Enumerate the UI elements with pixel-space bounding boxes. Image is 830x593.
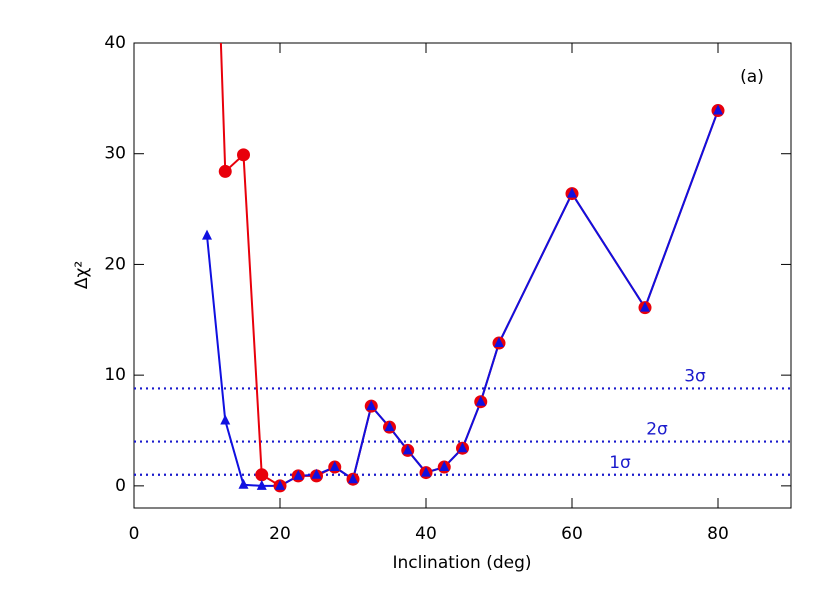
data-point bbox=[256, 479, 267, 490]
y-tick-label: 10 bbox=[104, 365, 126, 385]
data-point bbox=[640, 301, 650, 312]
y-tick-label: 30 bbox=[104, 144, 126, 164]
y-tick-label: 40 bbox=[104, 33, 126, 53]
data-point bbox=[220, 414, 231, 425]
y-axis-label: Δχ² bbox=[72, 261, 92, 289]
data-point bbox=[237, 148, 250, 162]
data-point bbox=[494, 337, 504, 348]
y-tick-label: 0 bbox=[115, 476, 126, 496]
y-tick-label: 20 bbox=[104, 254, 126, 274]
data-point bbox=[329, 461, 340, 472]
data-point bbox=[275, 479, 285, 490]
x-tick-label: 40 bbox=[415, 524, 437, 544]
data-point bbox=[475, 395, 486, 406]
x-tick-label: 80 bbox=[707, 524, 729, 544]
data-point bbox=[311, 468, 322, 479]
data-point bbox=[439, 461, 450, 472]
threshold-label: 1σ bbox=[609, 453, 631, 473]
data-point bbox=[255, 468, 269, 482]
data-point bbox=[567, 187, 577, 198]
data-point bbox=[421, 466, 431, 477]
x-tick-label: 60 bbox=[561, 524, 583, 544]
data-point bbox=[384, 421, 395, 432]
threshold-label: 3σ bbox=[684, 366, 706, 386]
data-point bbox=[366, 400, 377, 411]
plot-frame bbox=[133, 42, 792, 509]
data-point bbox=[238, 478, 249, 489]
series-line bbox=[206, 110, 719, 487]
data-point bbox=[202, 229, 212, 240]
threshold-label: 2σ bbox=[646, 420, 668, 440]
data-point bbox=[713, 104, 723, 115]
data-point bbox=[293, 469, 304, 480]
plot-area bbox=[134, 43, 791, 493]
x-tick-label: 20 bbox=[269, 524, 291, 544]
data-point bbox=[457, 442, 468, 453]
x-axis-label: Inclination (deg) bbox=[392, 553, 531, 573]
panel-label: (a) bbox=[740, 67, 764, 87]
series-line bbox=[219, 43, 719, 488]
data-point bbox=[218, 164, 232, 178]
x-tick-label: 0 bbox=[129, 524, 140, 544]
data-point bbox=[402, 444, 413, 455]
data-point bbox=[348, 473, 358, 484]
